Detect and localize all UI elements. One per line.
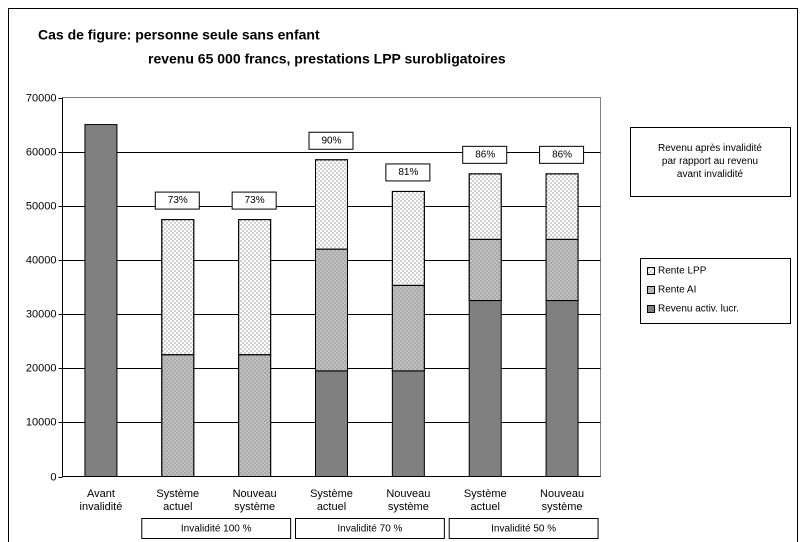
ratio-box <box>385 163 431 182</box>
y-tick-label: 50000 <box>26 200 57 212</box>
legend-label: Rente AI <box>658 285 696 296</box>
bar-segment <box>391 370 425 477</box>
bar-pattern <box>315 159 348 250</box>
x-tick-label: Nouveau système <box>233 488 277 513</box>
legend-label: Revenu activ. lucr. <box>658 304 739 315</box>
legend-box <box>640 258 791 324</box>
y-tick-label: 30000 <box>26 308 57 320</box>
bar-pattern <box>391 190 425 286</box>
y-tick-label: 10000 <box>26 416 57 428</box>
x-tick-label: Système actuel <box>464 488 507 513</box>
group-label: Invalidité 100 % <box>181 524 252 535</box>
y-tick-label: 20000 <box>26 362 57 374</box>
legend-swatch <box>647 305 655 313</box>
ratio-label: 90% <box>321 135 341 146</box>
bar-segment <box>468 300 502 477</box>
group-box <box>448 518 599 539</box>
bar-pattern <box>161 219 195 356</box>
group-label: Invalidité 50 % <box>491 524 556 535</box>
bar-segment <box>545 300 579 477</box>
ratio-label: 73% <box>245 195 265 206</box>
ratio-label: 86% <box>552 149 572 160</box>
bar-segment <box>315 370 348 477</box>
note-box <box>630 127 791 197</box>
y-tick-label: 60000 <box>26 146 57 158</box>
legend-pattern <box>647 286 655 294</box>
ratio-box <box>308 131 354 150</box>
bar-pattern <box>545 238 579 302</box>
bar-pattern <box>238 219 272 356</box>
y-tick-label: 40000 <box>26 254 57 266</box>
ratio-box <box>231 191 277 210</box>
x-tick-label: Nouveau système <box>386 488 430 513</box>
x-tick-label: Système actuel <box>156 488 199 513</box>
ratio-box <box>462 145 508 164</box>
bar-segment <box>84 124 118 477</box>
y-tick-label: 0 <box>50 471 56 483</box>
ratio-label: 81% <box>398 167 418 178</box>
group-label: Invalidité 70 % <box>337 524 402 535</box>
x-tick-label: Avant invalidité <box>80 488 123 513</box>
legend-label: Rente LPP <box>658 266 707 277</box>
x-tick-label: Nouveau système <box>540 488 584 513</box>
ratio-note: Revenu après invalidité par rapport au re… <box>658 143 762 180</box>
legend-pattern <box>647 267 655 275</box>
ratio-label: 86% <box>475 149 495 160</box>
ratio-box <box>154 191 200 210</box>
bar-pattern <box>238 354 272 477</box>
y-tick-label: 70000 <box>26 92 57 104</box>
bar-pattern <box>161 354 195 477</box>
chart-title: Cas de figure: personne seule sans enfan… <box>38 27 320 43</box>
group-box <box>141 518 292 539</box>
bar-pattern <box>391 284 425 372</box>
bar-pattern <box>468 238 502 302</box>
ratio-box <box>539 145 585 164</box>
bar-pattern <box>468 173 502 240</box>
x-tick-label: Système actuel <box>310 488 353 513</box>
group-box <box>295 518 445 539</box>
bar-pattern <box>545 173 579 240</box>
ratio-label: 73% <box>168 195 188 206</box>
chart-subtitle: revenu 65 000 francs, prestations LPP su… <box>148 51 506 67</box>
bar-pattern <box>315 248 348 372</box>
